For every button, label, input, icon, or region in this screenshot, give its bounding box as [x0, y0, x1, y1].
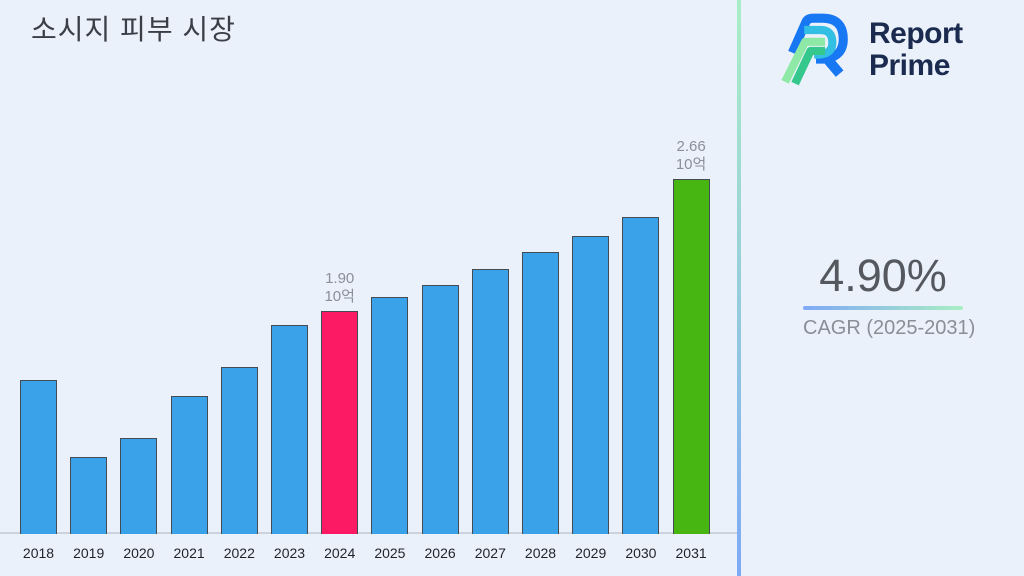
x-axis-label-2023: 2023	[273, 545, 306, 561]
cagr-block: 4.90% CAGR (2025-2031)	[803, 250, 976, 340]
bar-2020	[120, 438, 158, 534]
section-divider	[737, 0, 741, 576]
bar-2030	[622, 217, 660, 534]
bar-2028	[522, 252, 559, 534]
report-prime-logo: Report Prime	[779, 10, 963, 90]
x-axis-label-2028: 2028	[524, 545, 557, 561]
x-axis-label-2030: 2030	[625, 545, 657, 561]
bar-2022	[220, 367, 258, 534]
x-axis-label-2018: 2018	[22, 545, 55, 561]
x-axis-line	[0, 532, 739, 534]
report-prime-logo-text: Report Prime	[869, 18, 963, 82]
x-axis-label-2019: 2019	[73, 545, 105, 561]
x-axis-label-2022: 2022	[223, 545, 255, 561]
cagr-label: CAGR (2025-2031)	[803, 317, 976, 339]
bar-2025	[371, 297, 409, 534]
cagr-value: 4.90%	[819, 250, 947, 301]
bar-2027	[471, 269, 509, 534]
bar-2021	[170, 396, 208, 534]
x-axis-label-2027: 2027	[474, 545, 506, 561]
bar-2031	[672, 179, 710, 534]
x-axis-label-2031: 2031	[675, 545, 707, 561]
bar-2018	[20, 380, 57, 534]
x-axis-label-2024: 2024	[324, 545, 356, 561]
bar-2023	[271, 325, 308, 534]
bar-2026	[421, 285, 459, 534]
bar-value-label-2031: 2.66 10억	[675, 138, 707, 173]
page-title: 소시지 피부 시장	[31, 14, 236, 45]
x-axis-label-2026: 2026	[424, 545, 456, 561]
bar-value-label-2024: 1.90 10억	[324, 270, 355, 305]
bar-2019	[70, 457, 108, 534]
x-axis-label-2021: 2021	[173, 545, 205, 561]
x-axis-label-2020: 2020	[123, 545, 155, 561]
x-axis-label-2029: 2029	[575, 545, 607, 561]
logo-word-prime: Prime	[869, 49, 950, 82]
logo-word-report: Report	[869, 17, 963, 50]
bar-2024	[321, 311, 359, 534]
cagr-underline-accent	[803, 306, 963, 310]
bar-2029	[572, 236, 610, 534]
report-prime-logo-icon	[781, 13, 848, 86]
x-axis-label-2025: 2025	[374, 545, 406, 561]
